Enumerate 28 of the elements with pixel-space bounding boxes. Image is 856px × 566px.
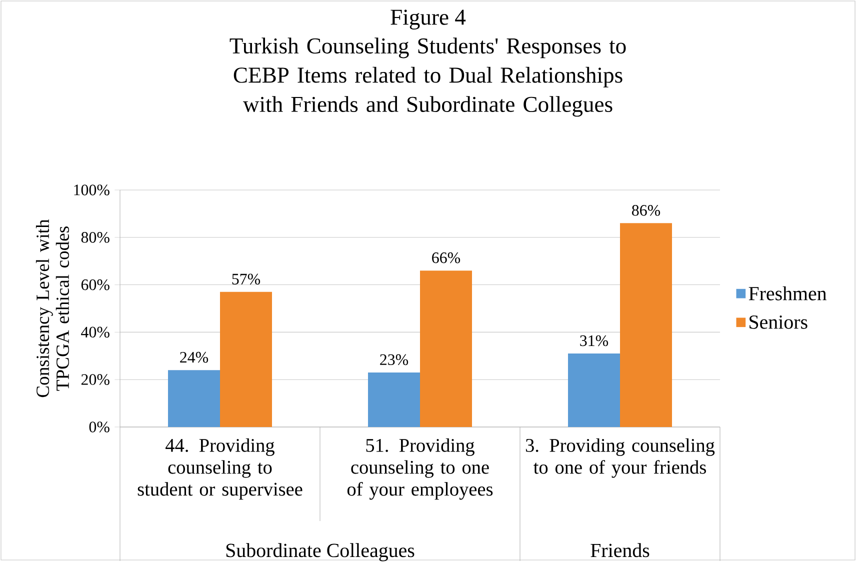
y-tick-label: 0% (89, 422, 110, 433)
x-tick-label: 51. Providing counseling to one of your employees (347, 438, 493, 500)
x-tick-label: 3. Providing counseling to one of your friends (526, 438, 715, 478)
data-label: 86% (632, 205, 660, 216)
bar (168, 370, 220, 428)
legend-label: Freshmen (748, 286, 827, 300)
data-label: 66% (432, 252, 460, 264)
bar (620, 223, 672, 428)
text: Friends (590, 543, 650, 558)
legend-label: Seniors (750, 316, 808, 329)
y-tick-label: 20% (81, 374, 110, 386)
data-label: 23% (380, 354, 408, 366)
data-label: 31% (580, 335, 608, 346)
bar (420, 270, 472, 428)
data-label: 57% (232, 274, 260, 285)
data-label: 24% (180, 352, 208, 363)
bar (568, 354, 620, 428)
y-tick-label: 60% (81, 280, 110, 290)
bar (220, 292, 272, 428)
chart-subtitle: Turkish Counseling Students' Responses to CEBP Items related to Dual Relationships with Friends and Subordinate Collegues (230, 38, 626, 117)
y-axis-title: Consistency Level with TPCGA ethical codes (36, 220, 70, 398)
y-tick-label: 100% (74, 184, 110, 196)
y-tick-label: 80% (81, 232, 110, 243)
text: Subordinate Colleagues (226, 543, 414, 562)
chart-title: Figure 4 (390, 10, 466, 30)
y-tick-label: 40% (81, 326, 110, 338)
x-tick-label: 44. Providing counseling to student or supervisee (138, 438, 302, 500)
bar (368, 372, 420, 428)
